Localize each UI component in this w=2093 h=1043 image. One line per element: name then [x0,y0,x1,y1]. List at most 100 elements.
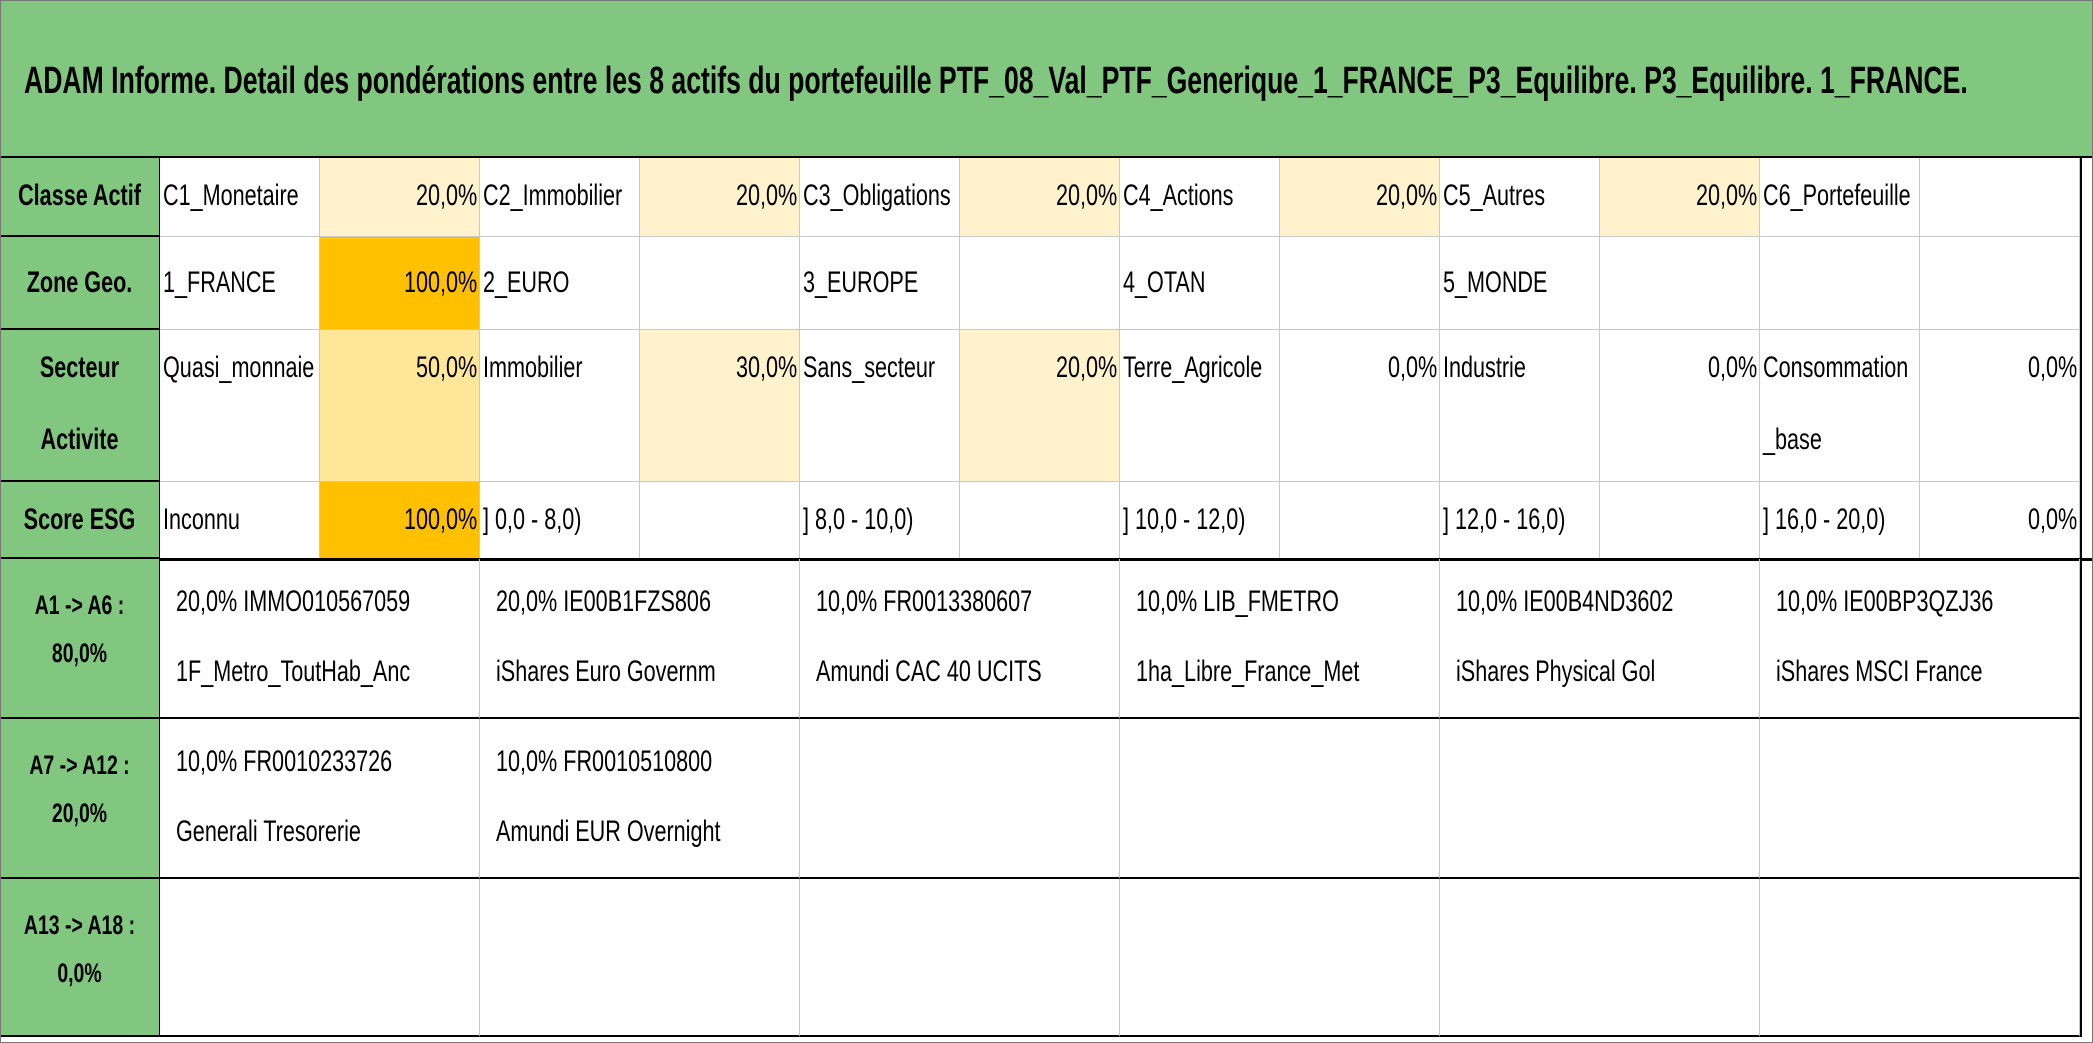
attribute-value-cell: 30,0% [640,330,800,482]
attribute-name-cell: C3_Obligations [800,157,960,237]
attribute-value: 20,0% [1055,179,1117,212]
attribute-name: ] 0,0 - 8,0) [483,503,582,536]
asset-line: 10,0% FR0010233726 [176,727,479,797]
asset-line: 10,0% IE00BP3QZJ36 [1776,567,2079,637]
asset-cell: 10,0% IE00BP3QZJ36 iShares MSCI France [1760,559,2080,719]
title-band: ADAM Informe. Detail des pondérations en… [0,0,2093,157]
asset-cell [800,879,1120,1037]
asset-code: FR0010510800 [563,745,713,778]
attribute-name-cell: C2_Immobilier [480,157,640,237]
asset-name: iShares Euro Governm [496,655,716,688]
attribute-name: Industrie [1443,351,1526,384]
attribute-value-cell: 20,0% [1600,157,1760,237]
attribute-name-cell: Terre_Agricole [1120,330,1280,482]
asset-name: 1F_Metro_ToutHab_Anc [176,655,411,688]
attribute-value: 20,0% [735,179,797,212]
attribute-name: C6_Portefeuille [1763,179,1911,212]
attribute-value-cell: 20,0% [640,157,800,237]
attribute-name-cell: Consommation_base [1760,330,1920,482]
asset-name: iShares Physical Gol [1456,655,1656,688]
attribute-name-cell [1760,237,1920,330]
attribute-value-cell: 50,0% [320,330,480,482]
row-header: Zone Geo. [0,237,160,330]
attribute-name-cell: C4_Actions [1120,157,1280,237]
attribute-value-cell [1920,157,2080,237]
attribute-name-cell: Industrie [1440,330,1600,482]
attribute-name: Immobilier [483,351,583,384]
attribute-name-cell: 5_MONDE [1440,237,1600,330]
asset-code: LIB_FMETRO [1203,585,1339,618]
attribute-name-cell: ] 16,0 - 20,0) [1760,482,1920,559]
attribute-name-cell: ] 12,0 - 16,0) [1440,482,1600,559]
row-header-total: 0,0% [57,958,102,988]
attribute-name-cell: C1_Monetaire [160,157,320,237]
attribute-name: 2_EURO [483,266,570,299]
attribute-name-cell: Immobilier [480,330,640,482]
asset-weight: 10,0% [496,745,558,778]
attribute-value-cell [1600,237,1760,330]
asset-name: Amundi CAC 40 UCITS [816,655,1042,688]
row-header: A1 -> A6 : 80,0% [0,559,160,719]
row-header-text: Secteur Activite [39,351,120,456]
asset-weight: 10,0% [1136,585,1198,618]
attribute-value: 20,0% [1375,179,1437,212]
attribute-value-cell [640,237,800,330]
attribute-value-cell [1280,237,1440,330]
attribute-value-cell: 0,0% [1600,330,1760,482]
asset-cell [800,719,1120,879]
asset-line: 10,0% FR0013380607 [816,567,1119,637]
attribute-name-cell: ] 0,0 - 8,0) [480,482,640,559]
asset-cell [1120,719,1440,879]
asset-line: 20,0% IMMO010567059 [176,567,479,637]
asset-code: IE00BP3QZJ36 [1843,585,1994,618]
attribute-name: C3_Obligations [803,179,951,212]
attribute-name: ] 8,0 - 10,0) [803,503,914,536]
asset-cell: 10,0% FR0013380607 Amundi CAC 40 UCITS [800,559,1120,719]
asset-line: 10,0% FR0010510800 [496,727,799,797]
attribute-value-cell: 100,0% [320,237,480,330]
asset-weight: 10,0% [1776,585,1838,618]
attribute-value-cell: 0,0% [1920,482,2080,559]
row-header: A13 -> A18 : 0,0% [0,879,160,1037]
attribute-name: C1_Monetaire [163,179,299,212]
title: ADAM Informe. Detail des pondérations en… [24,60,1968,102]
row-header: Classe Actif [0,157,160,237]
asset-code: IE00B4ND3602 [1523,585,1674,618]
asset-name: Amundi EUR Overnight [496,815,721,848]
row-header-text: Classe Actif [18,179,141,212]
asset-code: FR0013380607 [883,585,1033,618]
attribute-value: 100,0% [403,266,477,299]
attribute-value-cell: 0,0% [1280,330,1440,482]
asset-weight: 10,0% [176,745,238,778]
attribute-name-cell: C5_Autres [1440,157,1600,237]
attribute-value-cell: 20,0% [960,330,1120,482]
attribute-value-cell: 20,0% [960,157,1120,237]
attribute-name: ] 12,0 - 16,0) [1443,503,1566,536]
asset-cell [1760,719,2080,879]
asset-code: FR0010233726 [243,745,393,778]
attribute-value-cell: 100,0% [320,482,480,559]
asset-name: Generali Tresorerie [176,815,361,848]
asset-line: 10,0% IE00B4ND3602 [1456,567,1759,637]
asset-weight: 10,0% [1456,585,1518,618]
attribute-value: 0,0% [2027,503,2077,536]
attribute-value: 0,0% [1387,351,1437,384]
row-header: Secteur Activite [0,330,160,482]
asset-cell [480,879,800,1037]
attribute-name-cell: Sans_secteur [800,330,960,482]
asset-cell: 10,0% FR0010510800 Amundi EUR Overnight [480,719,800,879]
asset-weight: 20,0% [496,585,558,618]
asset-cell [1440,879,1760,1037]
attribute-name-cell: Inconnu [160,482,320,559]
asset-line: 20,0% IE00B1FZS806 [496,567,799,637]
attribute-value-cell [1600,482,1760,559]
attribute-name: ] 10,0 - 12,0) [1123,503,1246,536]
row-header-text: A7 -> A12 : [29,750,130,780]
attribute-name-cell: 4_OTAN [1120,237,1280,330]
row-header-total: 20,0% [51,798,108,828]
attribute-name-cell: 1_FRANCE [160,237,320,330]
attribute-value-cell: 20,0% [320,157,480,237]
separator [0,558,2093,561]
asset-cell: 10,0% FR0010233726 Generali Tresorerie [160,719,480,879]
asset-code: IMMO010567059 [243,585,411,618]
